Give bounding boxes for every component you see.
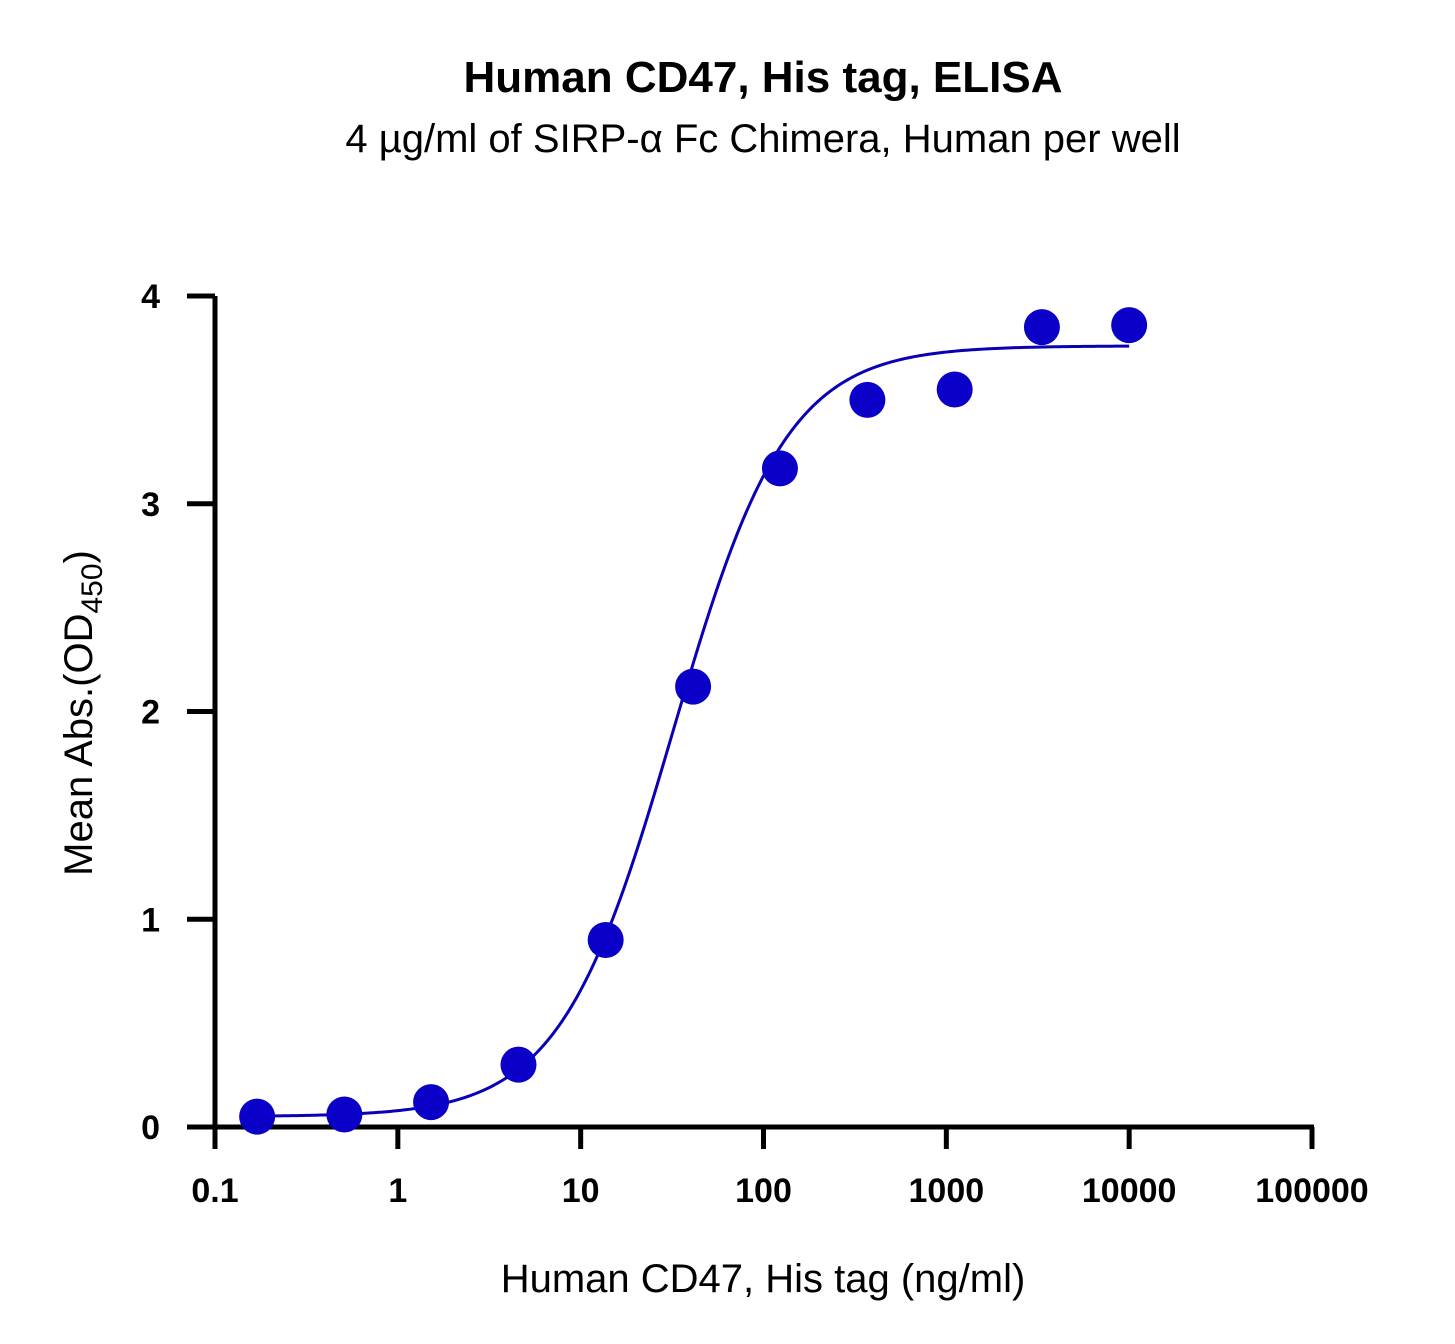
y-tick-label: 1 [141, 901, 160, 939]
y-tick-label: 4 [141, 278, 160, 316]
data-point [326, 1096, 363, 1133]
x-tick-label: 10000 [1082, 1172, 1177, 1210]
y-axis-label-close: ) [57, 550, 101, 563]
data-points [239, 307, 1148, 1135]
x-tick-label: 1 [388, 1172, 407, 1210]
x-ticks: 0.1 1 10 100 1000 10000 100000 [191, 1127, 1369, 1210]
x-tick-label: 0.1 [191, 1172, 238, 1210]
axes [212, 296, 1314, 1130]
chart-subtitle: 4 µg/ml of SIRP-α Fc Chimera, Human per … [345, 117, 1180, 161]
data-point [675, 668, 712, 705]
chart-title: Human CD47, His tag, ELISA [463, 53, 1062, 102]
y-ticks: 0 1 2 3 4 [141, 278, 215, 1147]
x-tick-label: 1000 [909, 1172, 985, 1210]
x-tick-label: 100000 [1255, 1172, 1368, 1210]
y-tick-label: 0 [141, 1109, 160, 1147]
data-point [849, 381, 886, 418]
x-tick-label: 100 [735, 1172, 792, 1210]
data-point [1023, 309, 1060, 346]
data-point [936, 371, 973, 408]
data-point [239, 1098, 276, 1135]
data-point [1111, 307, 1148, 344]
x-tick-label: 10 [562, 1172, 600, 1210]
y-axis-label-main: Mean Abs.(OD [57, 614, 101, 876]
data-point [413, 1084, 450, 1121]
y-tick-label: 2 [141, 694, 160, 732]
y-axis-label-subscript: 450 [76, 563, 109, 613]
data-point [500, 1046, 537, 1083]
y-tick-label: 3 [141, 486, 160, 524]
data-point [761, 450, 798, 487]
fit-curve [257, 344, 1130, 1118]
data-point [587, 922, 624, 959]
y-axis-label: Mean Abs.(OD450) [57, 550, 109, 876]
x-axis-label: Human CD47, His tag (ng/ml) [501, 1257, 1026, 1301]
